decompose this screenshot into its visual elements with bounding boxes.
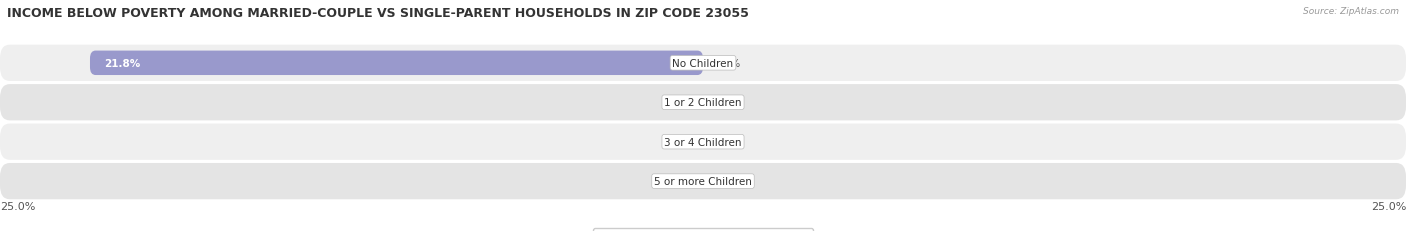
Text: 21.8%: 21.8% [104,58,141,69]
Text: Source: ZipAtlas.com: Source: ZipAtlas.com [1303,7,1399,16]
Text: 3 or 4 Children: 3 or 4 Children [664,137,742,147]
FancyBboxPatch shape [0,85,1406,121]
Text: 5 or more Children: 5 or more Children [654,176,752,186]
FancyBboxPatch shape [90,51,703,76]
Text: No Children: No Children [672,58,734,69]
Text: 0.0%: 0.0% [714,98,741,108]
FancyBboxPatch shape [0,124,1406,160]
Text: 25.0%: 25.0% [0,201,35,211]
Text: 0.0%: 0.0% [665,176,692,186]
Text: 1 or 2 Children: 1 or 2 Children [664,98,742,108]
FancyBboxPatch shape [0,46,1406,82]
Text: 0.0%: 0.0% [665,98,692,108]
Text: 25.0%: 25.0% [1371,201,1406,211]
Text: 0.0%: 0.0% [665,137,692,147]
Text: INCOME BELOW POVERTY AMONG MARRIED-COUPLE VS SINGLE-PARENT HOUSEHOLDS IN ZIP COD: INCOME BELOW POVERTY AMONG MARRIED-COUPL… [7,7,749,20]
Legend: Married Couples, Single Parents: Married Couples, Single Parents [593,228,813,231]
Text: 0.0%: 0.0% [714,137,741,147]
FancyBboxPatch shape [0,163,1406,199]
Text: 0.0%: 0.0% [714,58,741,69]
Text: 0.0%: 0.0% [714,176,741,186]
